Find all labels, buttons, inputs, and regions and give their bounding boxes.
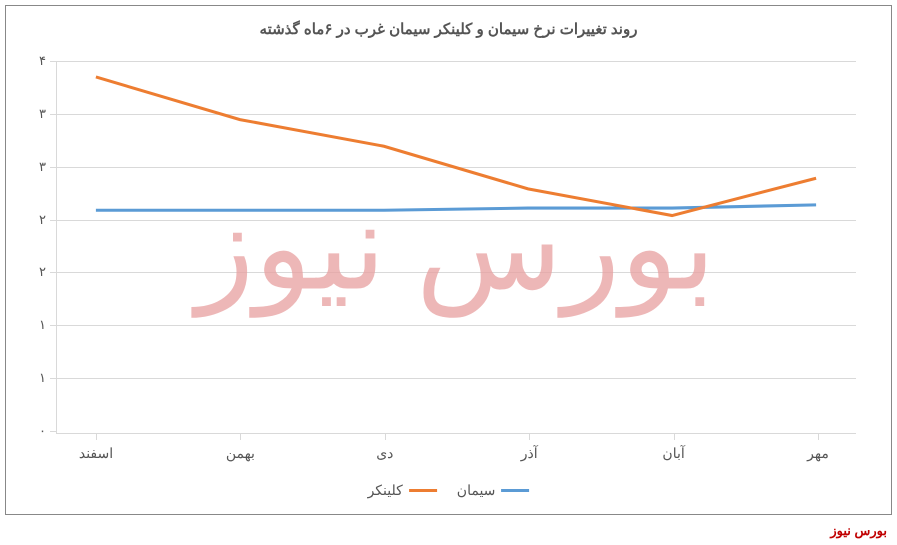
y-tick-label: ۴: [26, 53, 46, 69]
y-tick-label: ۰: [26, 423, 46, 439]
legend-item: سیمان: [457, 482, 530, 499]
legend-swatch: [409, 489, 437, 492]
footer-credit: بورس نیوز: [830, 523, 887, 539]
legend-label: سیمان: [457, 482, 496, 499]
legend-swatch: [501, 489, 529, 492]
x-tick-label: آبان: [662, 445, 684, 462]
x-tick-label: آذر: [521, 445, 538, 462]
x-tick-mark: [674, 434, 675, 440]
x-tick-label: دی: [376, 445, 393, 462]
y-tick-label: ۱: [26, 370, 46, 386]
chart-lines: [56, 61, 856, 434]
x-tick-mark: [529, 434, 530, 440]
x-tick-mark: [385, 434, 386, 440]
x-tick-mark: [240, 434, 241, 440]
legend: سیمان کلینکر: [368, 482, 530, 499]
y-tick-label: ۲: [26, 264, 46, 280]
legend-label: کلینکر: [368, 482, 403, 499]
x-tick-label: بهمن: [226, 445, 255, 462]
chart-container: روند تغییرات نرخ سیمان و کلینکر سیمان غر…: [5, 5, 892, 515]
plot-area: ۰۱۱۲۲۳۳۴ مهرآبانآذردیبهمناسفند بورس نیوز: [56, 61, 856, 434]
y-tick-label: ۳: [26, 159, 46, 175]
x-tick-label: مهر: [807, 445, 829, 462]
y-tick-label: ۱: [26, 317, 46, 333]
series-line: [96, 77, 816, 216]
legend-item: کلینکر: [368, 482, 437, 499]
y-tick-label: ۳: [26, 106, 46, 122]
x-tick-mark: [818, 434, 819, 440]
x-tick-label: اسفند: [79, 445, 113, 462]
y-tick-label: ۲: [26, 212, 46, 228]
chart-title: روند تغییرات نرخ سیمان و کلینکر سیمان غر…: [6, 6, 891, 46]
x-tick-mark: [96, 434, 97, 440]
